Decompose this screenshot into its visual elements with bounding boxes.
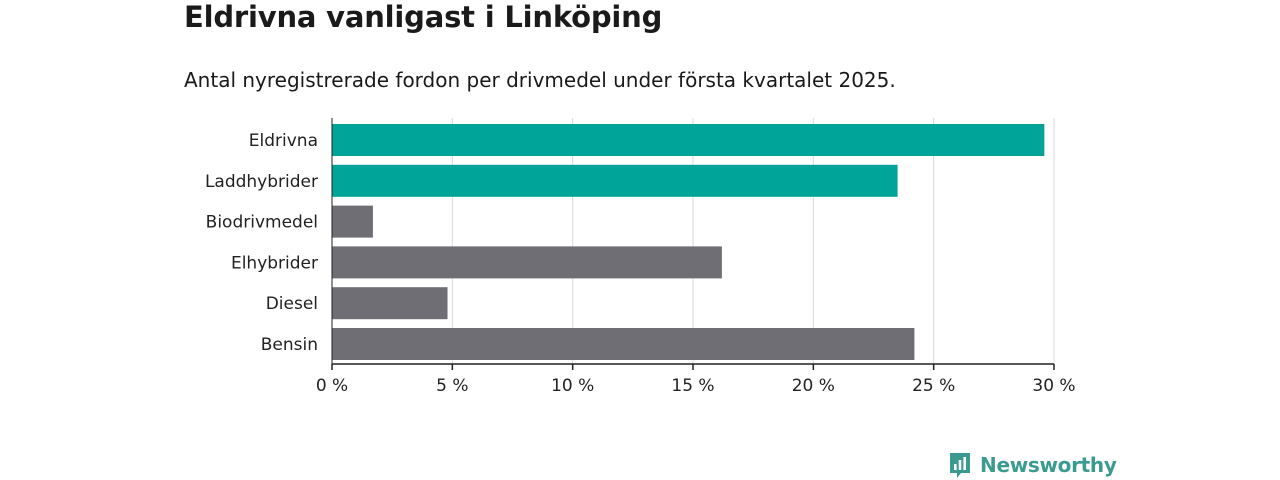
- category-label: Eldrivna: [249, 131, 318, 151]
- bar-chart-logo-icon: [950, 453, 970, 478]
- bar: [332, 328, 915, 360]
- category-labels: Eldrivna Laddhybrider Biodrivmedel Elhybrid…: [205, 131, 318, 355]
- category-label: Elhybrider: [231, 253, 318, 273]
- category-label: Laddhybrider: [205, 172, 318, 192]
- bars: [332, 124, 1045, 360]
- x-tick-label: 20 %: [792, 376, 835, 396]
- category-label: Biodrivmedel: [206, 213, 318, 233]
- category-label: Bensin: [261, 335, 318, 355]
- x-tick-label: 15 %: [671, 376, 714, 396]
- bar: [332, 164, 898, 197]
- category-label: Diesel: [266, 294, 318, 314]
- bar: [332, 246, 722, 279]
- bar: [332, 287, 448, 320]
- bar: [332, 205, 373, 238]
- chart-subtitle: Antal nyregistrerade fordon per drivmede…: [184, 68, 896, 92]
- x-axis: 0 % 5 % 10 % 15 % 20 % 25 % 30 %: [316, 118, 1076, 396]
- bar: [332, 124, 1045, 156]
- x-tick-label: 0 %: [316, 376, 348, 396]
- x-tick-label: 30 %: [1032, 376, 1075, 396]
- x-tick-label: 5 %: [436, 376, 468, 396]
- brand-name: Newsworthy: [980, 453, 1117, 477]
- grid-lines: [451, 118, 1055, 364]
- x-tick-label: 25 %: [912, 376, 955, 396]
- chart-title: Eldrivna vanligast i Linköping: [184, 0, 663, 34]
- x-tick-label: 10 %: [551, 376, 594, 396]
- brand-logo: Newsworthy: [948, 450, 1117, 480]
